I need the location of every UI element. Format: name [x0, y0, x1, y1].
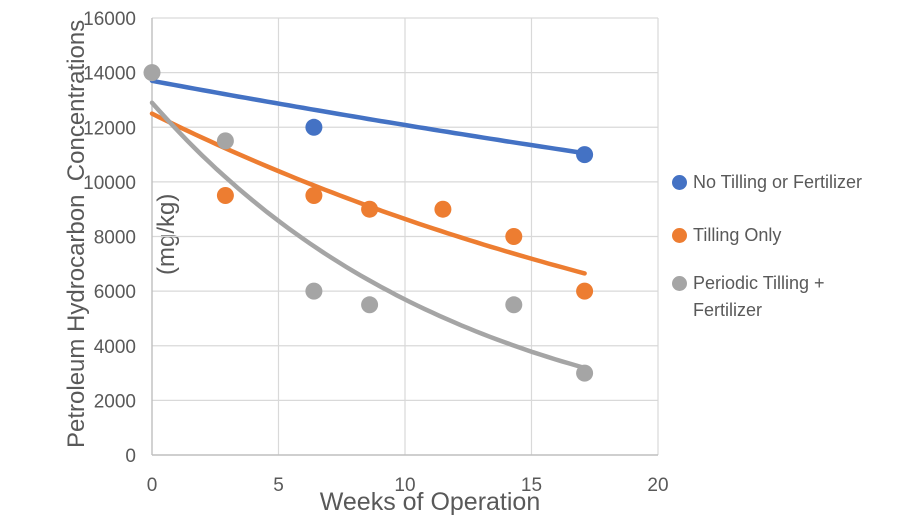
data-point	[576, 282, 594, 300]
legend-item-tilling-only: Tilling Only	[672, 222, 889, 249]
x-tick-label: 0	[147, 475, 158, 496]
data-point	[305, 118, 323, 136]
y-tick-label: 10000	[83, 173, 136, 194]
legend-marker-icon	[672, 175, 687, 190]
data-point	[305, 187, 323, 204]
data-point	[216, 187, 234, 204]
y-tick-label: 6000	[94, 282, 136, 303]
x-tick-label: 20	[647, 475, 668, 496]
legend-marker-icon	[672, 276, 687, 291]
y-tick-label: 4000	[94, 337, 136, 358]
legend-label: No Tilling or Fertilizer	[693, 172, 863, 192]
y-tick-label: 16000	[83, 9, 136, 30]
y-tick-label: 12000	[83, 118, 136, 139]
data-point	[305, 282, 323, 300]
data-point	[576, 146, 594, 164]
y-tick-label: 2000	[94, 391, 136, 412]
data-point	[505, 296, 523, 314]
data-point	[434, 200, 452, 218]
legend-label: Tilling Only	[693, 225, 782, 245]
legend-item-no-tilling-or-fertilizer: No Tilling or Fertilizer	[672, 169, 889, 196]
legend-item-periodic-tilling-fertilizer: Periodic Tilling + Fertilizer	[672, 270, 889, 324]
data-point	[505, 228, 523, 245]
x-axis-title: Weeks of Operation	[319, 488, 541, 516]
trendline	[149, 100, 586, 370]
data-point	[216, 132, 234, 150]
y-tick-label: 0	[125, 446, 136, 467]
y-tick-label: 14000	[83, 64, 136, 85]
trendline	[149, 78, 587, 156]
x-tick-label: 10	[394, 475, 415, 496]
data-point	[361, 296, 379, 314]
legend-marker-icon	[672, 228, 687, 243]
trendline	[149, 111, 587, 276]
x-tick-label: 5	[273, 475, 284, 496]
y-tick-label: 8000	[94, 228, 136, 249]
data-point	[576, 364, 594, 382]
x-tick-label: 15	[521, 475, 542, 496]
data-point	[143, 64, 161, 82]
legend-label: Periodic Tilling + Fertilizer	[693, 273, 825, 320]
data-point	[361, 200, 379, 218]
